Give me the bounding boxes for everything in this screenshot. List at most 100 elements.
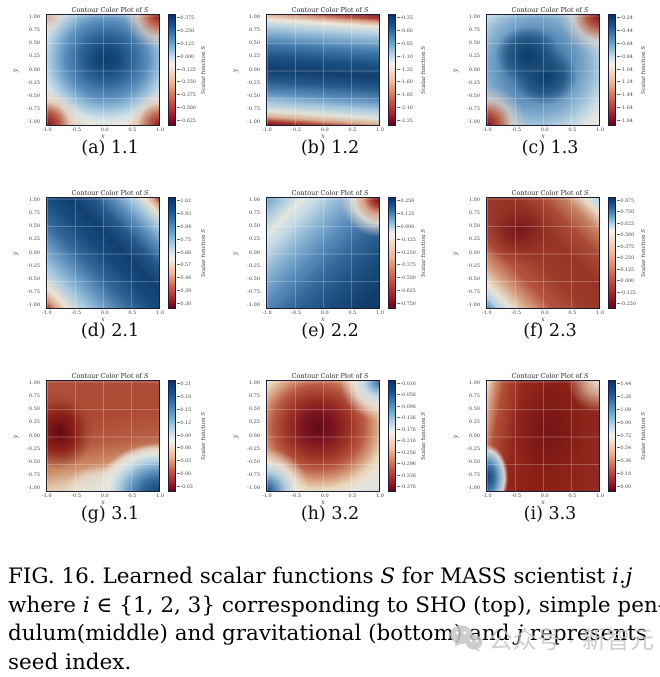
tick-label: 0.36 — [617, 459, 640, 464]
tick-label: -0.84 — [617, 55, 640, 60]
colorbar-tick-labels: -0.24-0.44-0.64-0.84-1.04-1.24-1.44-1.64… — [617, 14, 640, 126]
tick-label: -1.0 — [262, 127, 272, 133]
tick-label: 1.0 — [156, 127, 164, 133]
y-axis-label: y — [12, 380, 20, 492]
tick-label: 0.25 — [240, 54, 260, 59]
tick-label: 0.54 — [617, 446, 640, 451]
subplot-caption: (c) 1.3 — [522, 138, 579, 158]
tick-label: 0.00 — [20, 68, 40, 73]
tick-label: 0.15 — [177, 408, 200, 413]
tick-label: 1.0 — [156, 310, 164, 316]
tick-label: 1.0 — [376, 127, 384, 133]
colorbar-label: Scalar function S — [640, 380, 648, 492]
tick-label: -1.0 — [482, 310, 492, 316]
caption-line: seed index. — [8, 649, 652, 677]
tick-label: -0.50 — [20, 94, 40, 99]
tick-label: 0.25 — [20, 420, 40, 425]
colorbar-group: -0.24-0.44-0.64-0.84-1.04-1.24-1.44-1.64… — [608, 14, 648, 126]
tick-label: 1.00 — [20, 198, 40, 203]
tick-label: -0.125 — [397, 238, 420, 243]
tick-label: 0.25 — [20, 54, 40, 59]
tick-label: -0.296 — [397, 462, 420, 467]
tick-label: -0.75 — [240, 473, 260, 478]
tick-label: -0.24 — [617, 16, 640, 21]
tick-label: 0.25 — [240, 420, 260, 425]
tick-label: 1.44 — [617, 382, 640, 387]
tick-label: 0.25 — [460, 54, 480, 59]
tick-label: 0.500 — [617, 233, 640, 238]
tick-label: -0.5 — [511, 127, 521, 133]
tick-label: -1.85 — [397, 93, 420, 98]
tick-label: -1.04 — [617, 68, 640, 73]
tick-label: 0.5 — [568, 127, 576, 133]
tick-label: 0.75 — [20, 211, 40, 216]
colorbar — [168, 380, 176, 492]
tick-label: -0.125 — [617, 291, 640, 296]
tick-label: -0.5 — [511, 310, 521, 316]
tick-label: 0.21 — [177, 382, 200, 387]
tick-label: -0.375 — [397, 263, 420, 268]
tick-label: -0.75 — [20, 473, 40, 478]
tick-label: -0.50 — [20, 277, 40, 282]
tick-label: 0.50 — [460, 224, 480, 229]
contour-plot-area — [266, 380, 380, 492]
contour-plot-area — [266, 197, 380, 309]
contour-plot-area — [486, 197, 600, 309]
tick-label: 0.25 — [240, 237, 260, 242]
tick-label: -1.00 — [460, 120, 480, 125]
contour-plot-area — [486, 14, 600, 126]
colorbar — [608, 380, 616, 492]
tick-label: -0.336 — [397, 474, 420, 479]
tick-label: -0.03 — [177, 485, 200, 490]
plot-title: Contour Color Plot of S — [292, 189, 369, 197]
tick-label: -0.250 — [177, 80, 200, 85]
tick-label: 0.09 — [177, 434, 200, 439]
tick-label: 0.125 — [177, 42, 200, 47]
tick-label: -1.00 — [240, 486, 260, 491]
tick-label: -1.00 — [460, 486, 480, 491]
tick-label: 0.00 — [240, 251, 260, 256]
tick-label: -1.64 — [617, 106, 640, 111]
tick-label: -0.500 — [177, 106, 200, 111]
tick-label: -0.75 — [240, 290, 260, 295]
tick-label: -1.44 — [617, 93, 640, 98]
tick-label: -1.0 — [42, 493, 52, 499]
tick-label: -2.10 — [397, 106, 420, 111]
tick-label: -0.016 — [397, 382, 420, 387]
tick-label: -1.84 — [617, 119, 640, 124]
colorbar-label: Scalar function S — [200, 197, 208, 309]
tick-label: -1.00 — [240, 120, 260, 125]
tick-label: -0.50 — [460, 94, 480, 99]
caption-line: FIG. 16. Learned scalar functions S for … — [8, 563, 652, 592]
tick-label: 0.00 — [617, 485, 640, 490]
tick-label: -0.25 — [20, 81, 40, 86]
y-axis-label: y — [452, 380, 460, 492]
colorbar — [388, 380, 396, 492]
contour-plot-area — [486, 380, 600, 492]
tick-label: 0.50 — [20, 407, 40, 412]
tick-label: 0.00 — [177, 472, 200, 477]
tick-label: -0.5 — [71, 127, 81, 133]
subplot-caption: (f) 2.3 — [523, 321, 577, 341]
tick-label: 0.57 — [177, 263, 200, 268]
tick-label: 0.250 — [397, 199, 420, 204]
tick-label: -0.25 — [460, 264, 480, 269]
tick-label: 0.50 — [460, 407, 480, 412]
colorbar — [388, 197, 396, 309]
tick-label: 0.000 — [177, 55, 200, 60]
subplot-caption: (b) 1.2 — [301, 138, 359, 158]
tick-label: -1.0 — [482, 127, 492, 133]
